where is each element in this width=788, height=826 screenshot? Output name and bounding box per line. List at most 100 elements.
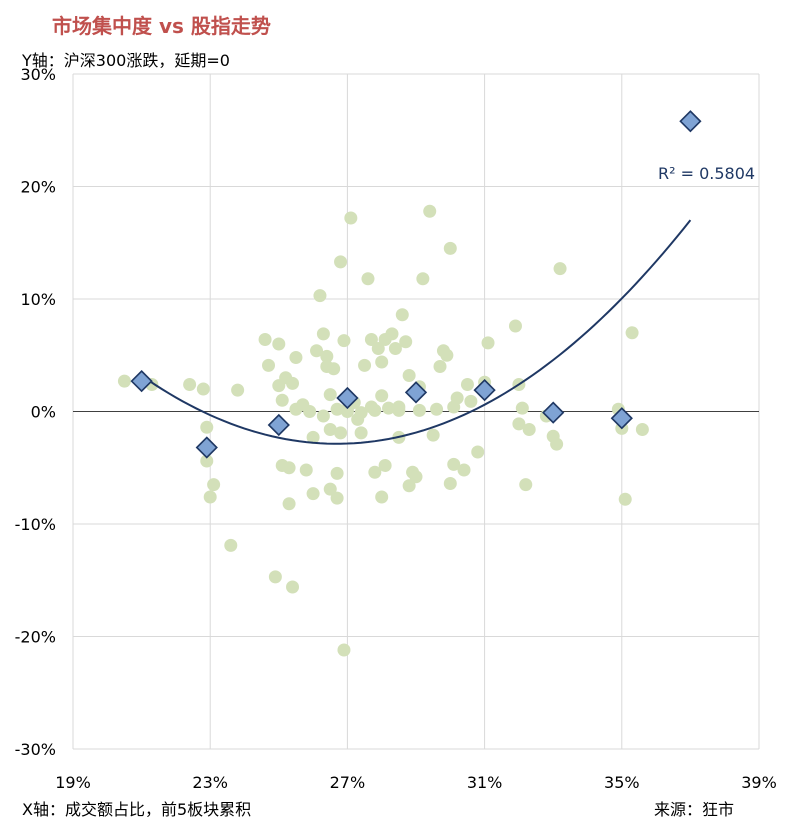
x-tick-labels: 19% 23% 27% 31% 35% 39% — [55, 773, 777, 792]
scatter-point — [402, 479, 416, 493]
y-tick-label: -30% — [15, 740, 56, 759]
y-tick-label: -10% — [15, 515, 56, 534]
scatter-point — [354, 426, 368, 440]
scatter-point — [231, 383, 245, 397]
scatter-point — [443, 241, 457, 255]
scatter-point — [323, 482, 337, 496]
scatter-point — [375, 355, 389, 369]
diamond-point — [610, 407, 633, 430]
source-label: 来源：狂市 — [654, 800, 735, 819]
scatter-point — [553, 262, 567, 276]
y-tick-label: 20% — [20, 178, 56, 197]
scatter-point — [522, 423, 536, 436]
y-tick-label: -20% — [15, 628, 56, 647]
scatter-point — [258, 333, 272, 346]
x-tick-label: 27% — [330, 773, 366, 792]
scatter-point — [306, 487, 320, 501]
scatter-point — [313, 289, 327, 303]
scatter-point — [371, 342, 385, 355]
scatter-point — [457, 463, 471, 477]
scatter-point — [268, 570, 282, 584]
scatter-point — [334, 426, 348, 440]
diamond-point — [473, 378, 496, 402]
scatter-point — [299, 463, 313, 477]
scatter-point — [303, 405, 317, 418]
scatter-point — [364, 333, 378, 346]
scatter-point — [316, 327, 330, 341]
diamond-point — [542, 401, 565, 424]
scatter-point — [354, 406, 368, 420]
scatter-point — [320, 349, 334, 363]
scatter-point — [361, 272, 375, 286]
scatter-point — [402, 369, 416, 382]
scatter-point — [395, 308, 409, 322]
diamond-point — [195, 436, 218, 459]
scatter-point — [433, 360, 447, 373]
scatter-point — [203, 490, 217, 504]
y-tick-label: 0% — [31, 403, 56, 422]
scatter-point — [337, 334, 351, 348]
x-tick-label: 31% — [467, 773, 503, 792]
scatter-point — [200, 454, 214, 468]
scatter-point — [447, 457, 461, 471]
scatter-point — [330, 466, 344, 480]
scatter-point — [262, 358, 276, 372]
r-squared-label: R² = 0.5804 — [658, 164, 755, 183]
scatter-point — [375, 389, 389, 403]
scatter-point — [196, 382, 210, 396]
scatter-point — [334, 255, 348, 269]
scatter-point — [337, 643, 351, 657]
scatter-point — [286, 376, 300, 390]
scatter-point — [330, 402, 344, 416]
diamond-series — [130, 110, 702, 459]
x-axis-label: X轴：成交额占比，前5板块累积 — [22, 800, 252, 819]
scatter-point — [358, 358, 372, 372]
trend-curve — [141, 219, 692, 445]
scatter-point — [306, 430, 320, 444]
scatter-point — [200, 420, 214, 434]
y-tick-label: 10% — [20, 290, 56, 309]
scatter-point — [440, 348, 454, 362]
scatter-point — [443, 477, 457, 490]
scatter-point — [550, 437, 564, 451]
scatter-point — [316, 409, 330, 423]
x-tick-label: 39% — [741, 773, 777, 792]
scatter-point — [375, 490, 389, 504]
scatter-point — [207, 478, 221, 492]
scatter-point — [635, 423, 649, 436]
diamond-point — [267, 413, 290, 437]
scatter-point — [378, 459, 392, 472]
scatter-point — [464, 394, 478, 408]
scatter-point — [430, 402, 444, 416]
scatter-point — [385, 327, 399, 341]
scatter-point — [368, 403, 382, 417]
scatter-point — [286, 580, 300, 594]
scatter-point — [272, 337, 286, 351]
scatter-point — [625, 326, 639, 340]
scatter-point — [344, 211, 358, 225]
scatter-point — [388, 342, 402, 355]
diamond-point — [404, 381, 428, 404]
scatter-point — [471, 445, 485, 459]
scatter-point — [409, 470, 423, 484]
scatter-point — [515, 401, 529, 415]
scatter-point — [416, 272, 430, 286]
scatter-point — [323, 388, 337, 402]
scatter-point — [382, 401, 396, 415]
scatter-point — [412, 403, 426, 417]
scatter-point — [282, 461, 296, 475]
scatter-point — [282, 497, 296, 511]
trendline — [141, 219, 692, 445]
diamond-point — [679, 110, 702, 133]
scatter-point — [368, 465, 382, 479]
scatter-point — [423, 204, 437, 218]
scatter-point — [399, 335, 413, 349]
diamond-point — [130, 369, 153, 393]
scatter-point — [481, 336, 495, 350]
scatter-point — [289, 351, 303, 364]
scatter-point — [117, 374, 131, 388]
scatter-point — [183, 378, 197, 391]
scatter-point — [508, 319, 522, 333]
scatter-point — [426, 428, 440, 442]
